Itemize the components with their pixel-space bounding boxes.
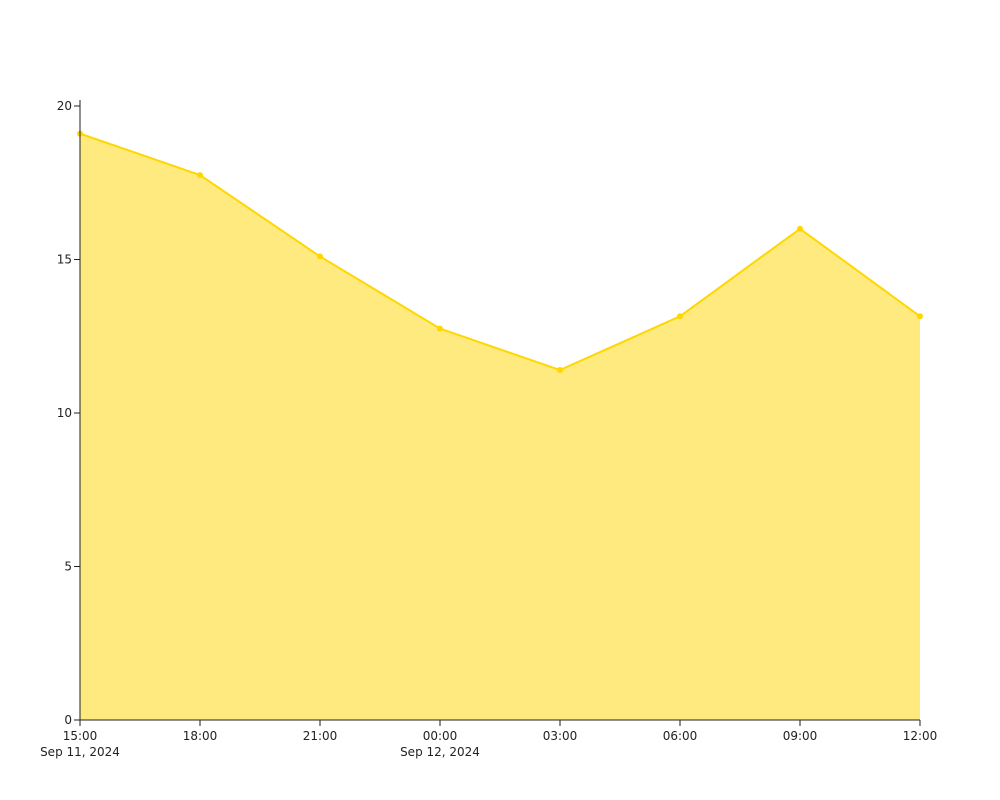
plot-area: [77, 130, 923, 720]
y-tick-label: 10: [57, 406, 72, 420]
x-tick-date-label: Sep 11, 2024: [40, 745, 120, 759]
y-tick-label: 15: [57, 253, 72, 267]
x-tick-label: 15:00: [63, 729, 98, 743]
y-tick-label: 20: [57, 99, 72, 113]
y-tick-label: 5: [64, 560, 72, 574]
data-point: [557, 367, 563, 374]
y-tick-label: 0: [64, 713, 72, 727]
series-line: [79, 132, 921, 372]
data-point: [917, 313, 923, 320]
x-tick-label: 00:00: [423, 729, 458, 743]
data-point: [437, 325, 443, 332]
data-point: [677, 313, 683, 320]
x-tick-date-label: Sep 12, 2024: [400, 745, 480, 759]
data-point: [197, 172, 203, 179]
x-tick-label: 12:00: [903, 729, 938, 743]
x-tick-label: 06:00: [663, 729, 698, 743]
data-point: [797, 225, 803, 232]
area-fill: [80, 133, 920, 720]
x-tick-label: 09:00: [783, 729, 818, 743]
x-tick-label: 21:00: [303, 729, 338, 743]
axes: 0 5 10 15 20 15:00 Sep 11, 2024 18:00 21:00 00:00…: [40, 99, 937, 759]
data-point: [317, 253, 323, 260]
x-tick-label: 18:00: [183, 729, 218, 743]
x-tick-label: 03:00: [543, 729, 578, 743]
